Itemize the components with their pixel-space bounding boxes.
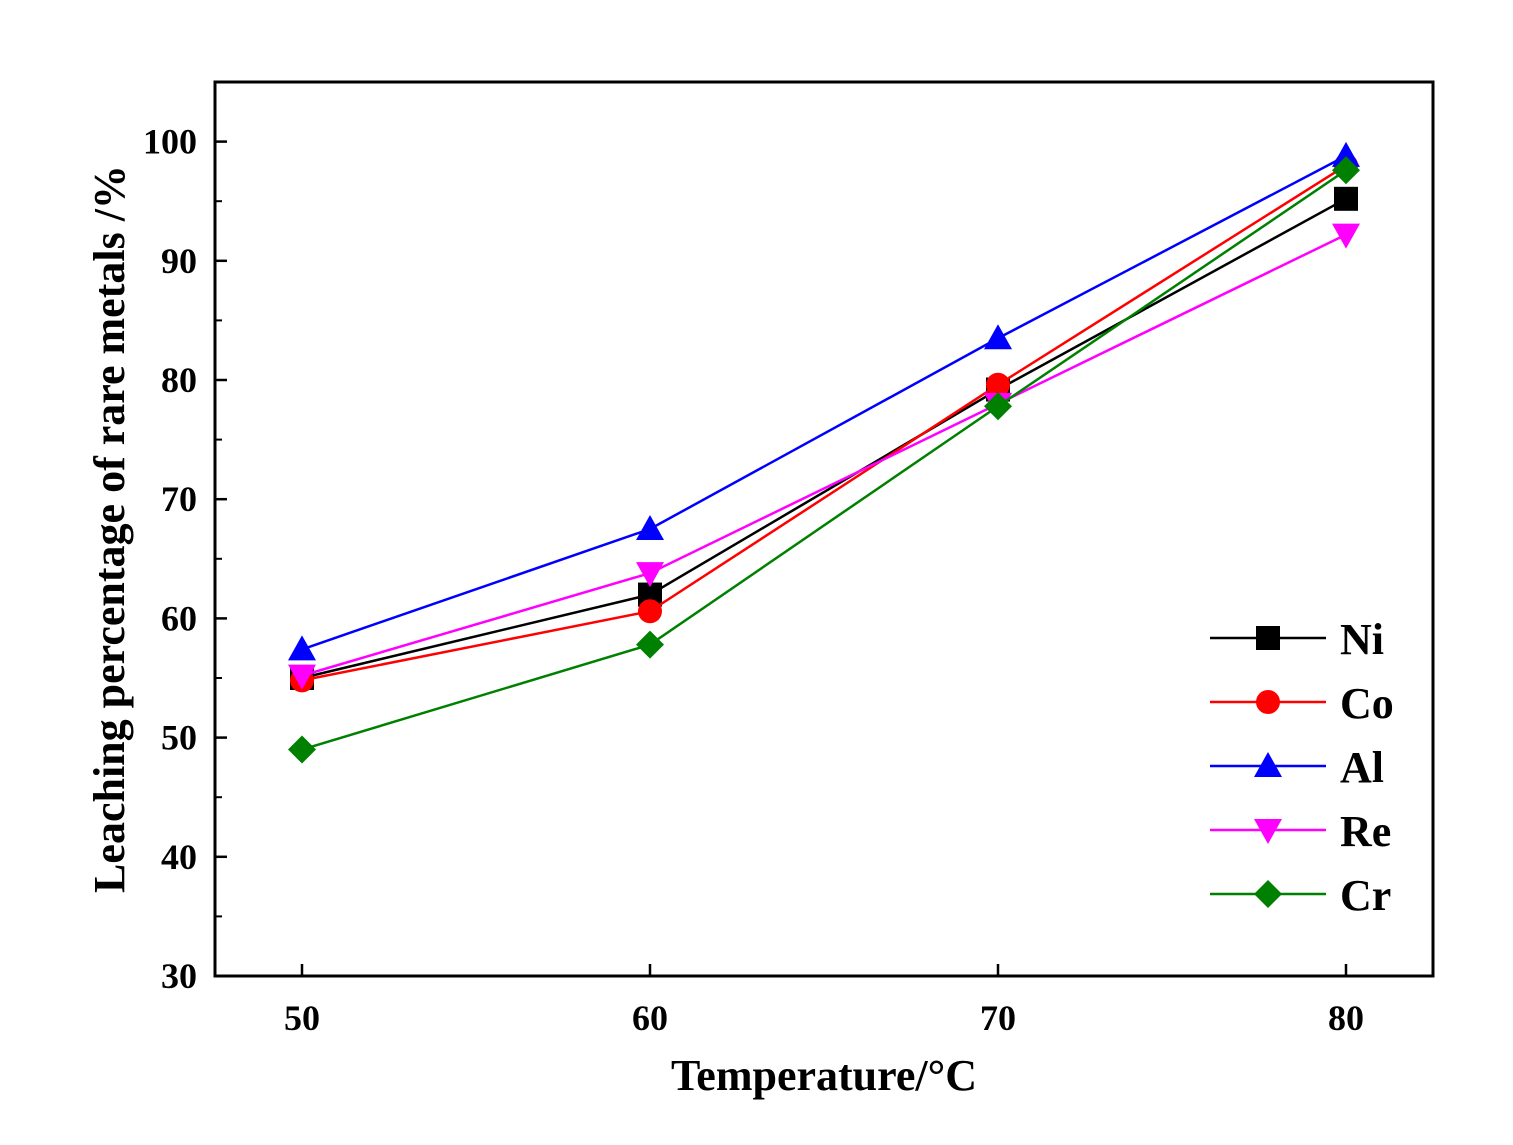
data-point-al	[636, 515, 664, 540]
legend-item-ni: Ni	[1210, 615, 1384, 664]
y-tick-label: 100	[143, 122, 197, 162]
legend-label: Al	[1340, 743, 1384, 792]
legend-marker	[1254, 819, 1282, 844]
x-tick-label: 60	[632, 998, 668, 1038]
series-line-cr	[301, 169, 1347, 751]
data-point-ni	[1334, 186, 1358, 211]
legend-marker	[1256, 626, 1280, 650]
data-point-cr	[984, 392, 1012, 421]
legend-item-co: Co	[1210, 679, 1394, 728]
series-al	[288, 141, 1360, 661]
legend-label: Ni	[1340, 615, 1384, 664]
x-axis-title: Temperature/°C	[671, 1051, 977, 1100]
data-point-co	[986, 372, 1010, 397]
chart-legend: Ni Co Al Re Cr	[1210, 615, 1394, 920]
y-axis-title: Leaching percentage of rare metals /%	[85, 165, 134, 893]
x-tick-label: 50	[284, 998, 320, 1038]
series-line-ni	[301, 197, 1347, 680]
y-tick-label: 40	[161, 837, 197, 877]
data-point-re	[1332, 223, 1360, 249]
y-tick-label: 60	[161, 598, 197, 638]
legend-item-cr: Cr	[1210, 871, 1391, 920]
y-tick-label: 30	[161, 956, 197, 996]
series-re	[288, 223, 1360, 690]
data-point-re	[636, 562, 664, 588]
series-line-co	[301, 164, 1347, 682]
legend-label: Re	[1340, 807, 1391, 856]
data-point-co	[638, 599, 662, 624]
chart-series	[288, 141, 1360, 764]
y-tick-label: 80	[161, 360, 197, 400]
x-tick-label: 80	[1328, 998, 1364, 1038]
legend-marker	[1256, 690, 1280, 714]
y-tick-label: 90	[161, 241, 197, 281]
legend-item-al: Al	[1210, 743, 1384, 792]
data-point-re	[288, 664, 316, 690]
legend-item-re: Re	[1210, 807, 1391, 856]
series-ni	[290, 186, 1358, 690]
data-point-al	[984, 324, 1012, 350]
legend-marker	[1254, 752, 1282, 777]
data-point-cr	[636, 630, 664, 659]
data-point-al	[288, 635, 316, 661]
series-cr	[288, 156, 1360, 764]
legend-marker	[1254, 880, 1282, 908]
data-point-al	[1332, 141, 1360, 167]
plot-frame	[213, 80, 1435, 978]
data-point-cr	[288, 735, 316, 764]
series-line-al	[301, 154, 1347, 651]
legend-label: Cr	[1340, 871, 1391, 920]
legend-label: Co	[1340, 679, 1394, 728]
y-tick-label: 50	[161, 718, 197, 758]
series-line-re	[301, 233, 1347, 677]
chart-axes: 30 40 50 60 70 80 90 100 50 60 70 80	[143, 80, 1435, 1038]
x-tick-label: 70	[980, 998, 1016, 1038]
data-point-cr	[1332, 156, 1360, 185]
y-tick-label: 70	[161, 479, 197, 519]
